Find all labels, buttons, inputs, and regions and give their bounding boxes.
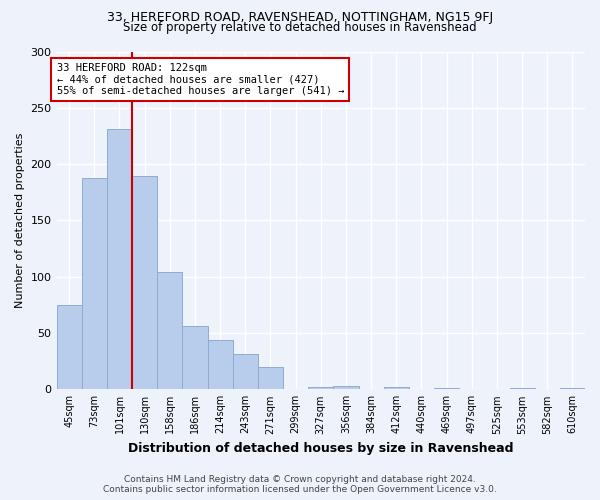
Text: Contains HM Land Registry data © Crown copyright and database right 2024.
Contai: Contains HM Land Registry data © Crown c… xyxy=(103,474,497,494)
Bar xyxy=(233,354,258,390)
Text: Size of property relative to detached houses in Ravenshead: Size of property relative to detached ho… xyxy=(123,21,477,34)
Bar xyxy=(434,388,459,390)
Y-axis label: Number of detached properties: Number of detached properties xyxy=(15,132,25,308)
Bar xyxy=(182,326,208,390)
Bar xyxy=(107,129,132,390)
Bar xyxy=(157,272,182,390)
Bar xyxy=(82,178,107,390)
Text: 33, HEREFORD ROAD, RAVENSHEAD, NOTTINGHAM, NG15 9FJ: 33, HEREFORD ROAD, RAVENSHEAD, NOTTINGHA… xyxy=(107,11,493,24)
Bar xyxy=(334,386,359,390)
Bar xyxy=(258,367,283,390)
Bar xyxy=(56,305,82,390)
X-axis label: Distribution of detached houses by size in Ravenshead: Distribution of detached houses by size … xyxy=(128,442,514,455)
Bar xyxy=(383,387,409,390)
Bar xyxy=(208,340,233,390)
Text: 33 HEREFORD ROAD: 122sqm
← 44% of detached houses are smaller (427)
55% of semi-: 33 HEREFORD ROAD: 122sqm ← 44% of detach… xyxy=(56,63,344,96)
Bar xyxy=(509,388,535,390)
Bar xyxy=(308,387,334,390)
Bar xyxy=(560,388,585,390)
Bar xyxy=(132,176,157,390)
